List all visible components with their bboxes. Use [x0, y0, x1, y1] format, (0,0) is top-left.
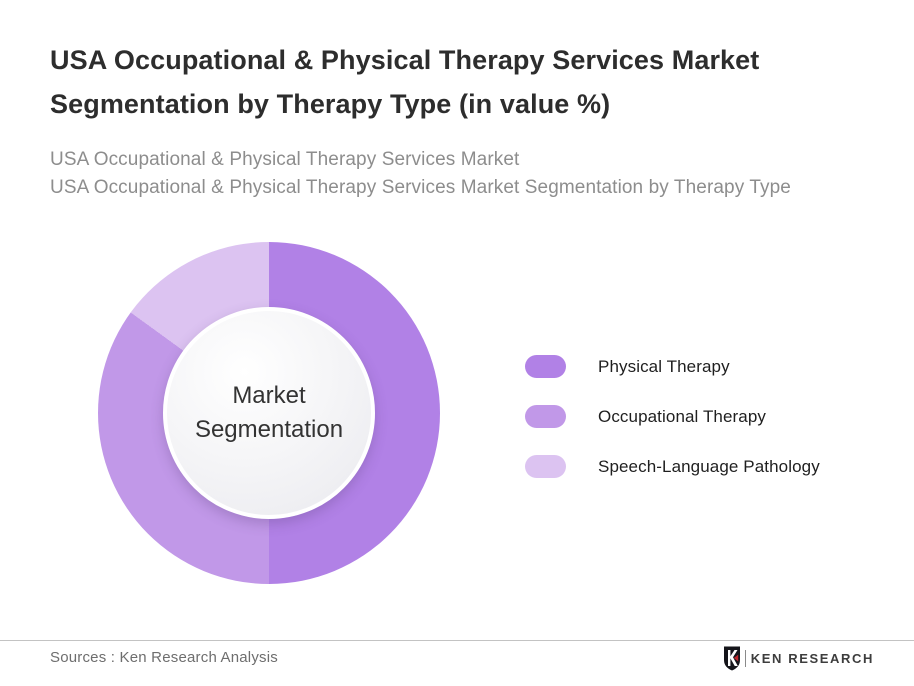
- footer-divider: [0, 640, 914, 641]
- legend-swatch-speech-language-pathology: [525, 455, 566, 478]
- donut-chart: Market Segmentation: [98, 242, 440, 584]
- page-title-line-1: USA Occupational & Physical Therapy Serv…: [50, 45, 760, 75]
- legend-swatch-physical-therapy: [525, 355, 566, 378]
- donut-center-label: Market Segmentation: [194, 382, 344, 443]
- subtitle-line-2: USA Occupational & Physical Therapy Serv…: [50, 177, 791, 198]
- page-title-line-2: Segmentation by Therapy Type (in value %…: [50, 89, 611, 119]
- legend-item-label: Speech-Language Pathology: [598, 456, 820, 476]
- page-title: USA Occupational & Physical Therapy Serv…: [50, 38, 880, 126]
- sources-text: Sources : Ken Research Analysis: [50, 649, 278, 666]
- logo-text: KEN RESEARCH: [750, 650, 874, 666]
- ken-research-shield-icon: [723, 646, 741, 671]
- subtitle-line-1: USA Occupational & Physical Therapy Serv…: [50, 149, 520, 170]
- logo-separator: [744, 649, 746, 667]
- legend-item: Speech-Language Pathology: [525, 455, 820, 478]
- donut-center-circle: Market Segmentation: [163, 307, 375, 519]
- legend-swatch-occupational-therapy: [525, 405, 566, 428]
- ken-research-logo: KEN RESEARCH: [723, 645, 874, 671]
- subtitle-block: USA Occupational & Physical Therapy Serv…: [50, 146, 791, 202]
- legend: Physical Therapy Occupational Therapy Sp…: [525, 355, 820, 505]
- legend-item-label: Physical Therapy: [598, 356, 730, 376]
- legend-item: Occupational Therapy: [525, 405, 820, 428]
- legend-item: Physical Therapy: [525, 355, 820, 378]
- legend-item-label: Occupational Therapy: [598, 406, 767, 426]
